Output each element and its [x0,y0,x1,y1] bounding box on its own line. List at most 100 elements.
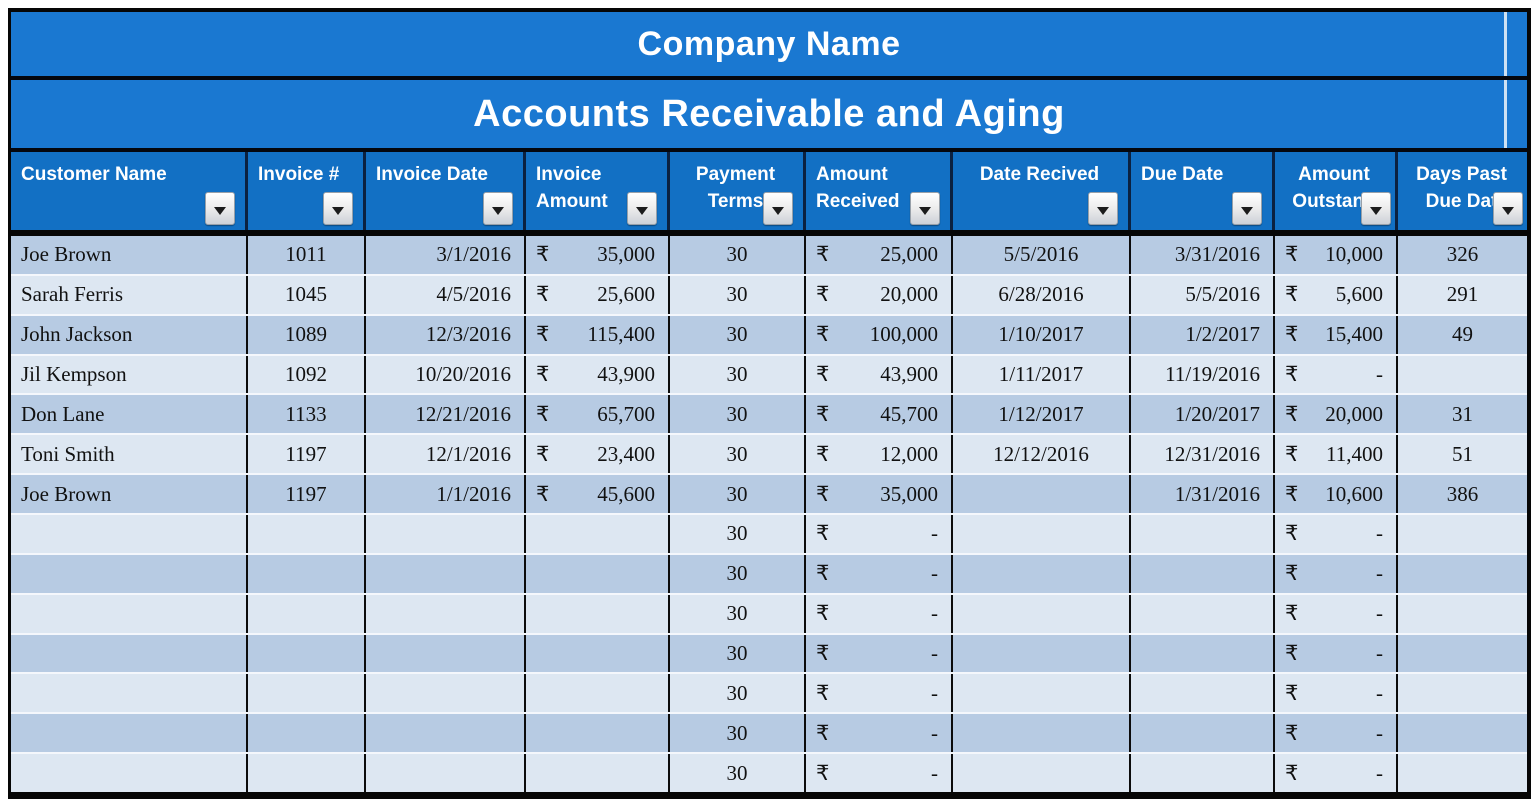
payment-terms-cell[interactable]: 30 [670,554,806,593]
customer-name-cell[interactable]: Toni Smith [11,435,248,474]
filter-dropdown-button[interactable] [483,192,513,225]
payment-terms-cell[interactable]: 30 [670,315,806,354]
invoice-number-cell[interactable] [248,554,366,593]
amount-received-cell[interactable]: ₹ - [806,594,953,633]
days-past-due-date-cell[interactable]: 49 [1452,322,1473,347]
amount-outstanding-cell[interactable]: ₹15,400 [1275,315,1398,354]
amount-outstanding-cell[interactable]: ₹10,000 [1275,236,1398,274]
invoice-amount-cell[interactable]: ₹65,700 [526,395,670,434]
amount-received-cell[interactable]: ₹12,000 [806,435,953,474]
payment-terms-cell[interactable]: 30 [670,634,806,673]
amount-received-cell[interactable]: ₹ - [806,515,953,553]
invoice-number-cell[interactable] [248,674,366,713]
amount-received-cell[interactable]: ₹100,000 [806,315,953,354]
filter-dropdown-button[interactable] [1493,192,1523,225]
amount-received-cell[interactable]: ₹ - [806,754,953,793]
due-date-cell[interactable]: 1/20/2017 [1131,395,1275,434]
invoice-amount-cell[interactable] [526,594,670,633]
payment-terms-cell[interactable]: 30 [670,275,806,314]
invoice-number-cell[interactable]: 1092 [248,355,366,394]
filter-dropdown-button[interactable] [1232,192,1262,225]
amount-received-cell[interactable]: ₹43,900 [806,355,953,394]
amount-outstanding-cell[interactable]: ₹11,400 [1275,435,1398,474]
date-recived-cell[interactable] [953,714,1131,753]
customer-name-header[interactable]: Customer Name [11,152,248,230]
invoice-date-cell[interactable]: 10/20/2016 [366,355,526,394]
days-past-due-date-cell[interactable] [1398,754,1527,792]
amount-outstanding-cell[interactable]: ₹ - [1275,554,1398,593]
filter-dropdown-button[interactable] [1088,192,1118,225]
invoice-number-cell[interactable]: 1133 [248,395,366,434]
invoice-amount-cell[interactable]: ₹45,600 [526,475,670,514]
payment-terms-cell[interactable]: 30 [670,515,806,553]
invoice-date-header[interactable]: Invoice Date [366,152,526,230]
date-recived-cell[interactable] [953,674,1131,713]
invoice-date-cell[interactable]: 3/1/2016 [366,236,526,274]
days-past-due-date-cell[interactable] [1398,674,1527,712]
invoice-amount-cell[interactable]: ₹115,400 [526,315,670,354]
invoice-amount-cell[interactable] [526,634,670,673]
customer-name-cell[interactable]: John Jackson [11,315,248,354]
customer-name-cell[interactable] [11,674,248,713]
days-past-due-date-cell[interactable]: 51 [1452,441,1473,466]
amount-received-cell[interactable]: ₹ - [806,674,953,713]
amount-received-cell[interactable]: ₹45,700 [806,395,953,434]
filter-dropdown-button[interactable] [627,192,657,225]
filter-dropdown-button[interactable] [763,192,793,225]
due-date-cell[interactable]: 5/5/2016 [1131,275,1275,314]
amount-outstanding-cell[interactable]: ₹10,600 [1275,475,1398,514]
date-recived-cell[interactable]: 6/28/2016 [953,275,1131,314]
amount-outstanding-cell[interactable]: ₹ - [1275,714,1398,753]
amount-outstanding-cell[interactable]: ₹5,600 [1275,275,1398,314]
invoice-amount-cell[interactable] [526,674,670,713]
filter-dropdown-button[interactable] [1361,192,1391,225]
invoice-number-header[interactable]: Invoice # [248,152,366,230]
due-date-cell[interactable]: 3/31/2016 [1131,236,1275,274]
payment-terms-cell[interactable]: 30 [670,355,806,394]
days-past-due-date-cell[interactable] [1398,555,1527,593]
invoice-number-cell[interactable] [248,515,366,553]
due-date-cell[interactable] [1131,674,1275,713]
days-past-due-date-header[interactable]: Days Past Due Dat [1398,152,1527,230]
invoice-number-cell[interactable] [248,594,366,633]
days-past-due-date-cell[interactable]: 386 [1446,481,1479,506]
customer-name-cell[interactable] [11,634,248,673]
customer-name-cell[interactable]: Sarah Ferris [11,275,248,314]
amount-received-cell[interactable]: ₹20,000 [806,275,953,314]
payment-terms-cell[interactable]: 30 [670,395,806,434]
amount-received-cell[interactable]: ₹ - [806,554,953,593]
due-date-cell[interactable]: 12/31/2016 [1131,435,1275,474]
date-recived-cell[interactable]: 12/12/2016 [953,435,1131,474]
payment-terms-cell[interactable]: 30 [670,674,806,713]
invoice-number-cell[interactable]: 1045 [248,275,366,314]
date-recived-cell[interactable] [953,515,1131,553]
payment-terms-header[interactable]: Payment Terms [670,152,806,230]
due-date-cell[interactable]: 11/19/2016 [1131,355,1275,394]
days-past-due-date-cell[interactable] [1398,515,1527,553]
invoice-date-cell[interactable]: 12/3/2016 [366,315,526,354]
invoice-date-cell[interactable] [366,515,526,553]
amount-outstanding-cell[interactable]: ₹ - [1275,594,1398,633]
amount-outstanding-cell[interactable]: ₹ - [1275,634,1398,673]
customer-name-cell[interactable] [11,515,248,553]
amount-outstanding-cell[interactable]: ₹ - [1275,515,1398,553]
filter-dropdown-button[interactable] [205,192,235,225]
customer-name-cell[interactable]: Joe Brown [11,236,248,274]
invoice-date-cell[interactable] [366,714,526,753]
invoice-amount-cell[interactable]: ₹43,900 [526,355,670,394]
customer-name-cell[interactable] [11,754,248,793]
invoice-amount-header[interactable]: Invoice Amount [526,152,670,230]
amount-received-cell[interactable]: ₹ - [806,714,953,753]
customer-name-cell[interactable] [11,594,248,633]
days-past-due-date-cell[interactable] [1398,356,1527,394]
date-recived-header[interactable]: Date Recived [953,152,1131,230]
days-past-due-date-cell[interactable] [1398,595,1527,633]
due-date-cell[interactable] [1131,515,1275,553]
invoice-date-cell[interactable]: 12/21/2016 [366,395,526,434]
invoice-date-cell[interactable]: 12/1/2016 [366,435,526,474]
amount-outstanding-header[interactable]: Amount Outstand [1275,152,1398,230]
payment-terms-cell[interactable]: 30 [670,435,806,474]
due-date-cell[interactable] [1131,634,1275,673]
date-recived-cell[interactable] [953,554,1131,593]
date-recived-cell[interactable] [953,754,1131,793]
